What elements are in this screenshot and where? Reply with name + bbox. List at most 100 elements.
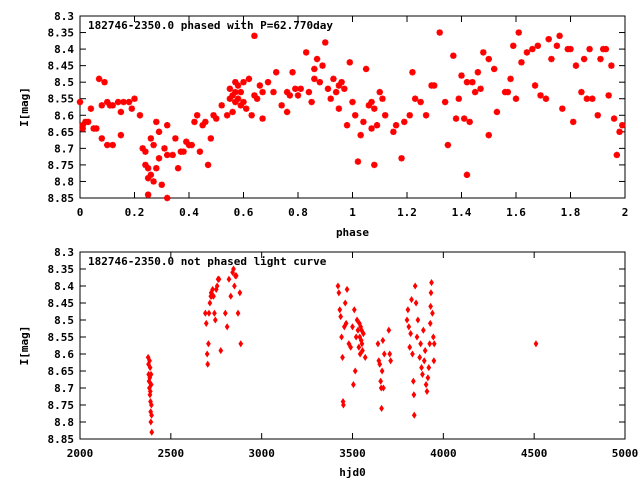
data-point — [283, 88, 291, 96]
data-point — [204, 350, 210, 358]
data-point — [404, 316, 410, 324]
data-point — [308, 98, 315, 106]
data-point — [191, 118, 198, 126]
data-point — [518, 59, 525, 66]
data-point — [413, 299, 419, 307]
data-point — [224, 323, 230, 331]
y-tick-label: 8.55 — [48, 331, 75, 344]
y-tick-label: 8.75 — [48, 399, 75, 412]
data-point — [327, 95, 334, 102]
y-tick-label: 8.6 — [54, 109, 74, 122]
data-point — [377, 360, 383, 368]
data-point — [174, 165, 182, 172]
data-point — [354, 316, 360, 324]
data-point — [352, 112, 359, 119]
data-point — [368, 98, 375, 106]
data-point — [164, 122, 171, 129]
x-tick-label: 4500 — [521, 447, 548, 460]
data-point — [337, 306, 343, 314]
data-point — [533, 340, 539, 348]
data-point — [98, 135, 105, 142]
data-point — [469, 78, 476, 86]
data-point — [87, 105, 95, 112]
y-tick-label: 8.4 — [54, 43, 74, 56]
data-point — [463, 78, 471, 86]
data-point — [305, 88, 313, 96]
data-point — [466, 118, 473, 126]
data-point — [408, 330, 413, 338]
data-point — [354, 158, 362, 165]
data-point — [229, 92, 236, 99]
data-point — [101, 78, 108, 86]
data-point — [360, 118, 367, 126]
data-point — [232, 88, 239, 96]
data-point — [381, 384, 386, 392]
data-point — [427, 340, 433, 348]
data-point — [136, 112, 144, 119]
data-point — [76, 98, 84, 106]
data-point — [398, 155, 405, 162]
data-point — [410, 377, 416, 385]
data-point — [259, 88, 266, 96]
data-point — [147, 135, 155, 142]
data-point — [204, 161, 212, 169]
data-point — [360, 347, 365, 355]
data-point — [144, 191, 152, 198]
data-point — [203, 319, 209, 327]
x-tick-label: 2000 — [67, 447, 94, 460]
data-point — [155, 155, 163, 162]
data-point — [316, 78, 323, 86]
data-point — [461, 115, 468, 122]
data-point — [223, 112, 231, 119]
data-point — [104, 141, 111, 149]
data-point — [430, 309, 435, 317]
data-point — [150, 178, 157, 185]
data-point — [375, 340, 381, 348]
data-point — [608, 62, 615, 69]
data-point — [351, 381, 356, 389]
data-point — [289, 69, 296, 76]
x-tick-label: 3000 — [248, 447, 275, 460]
data-point — [142, 161, 149, 169]
data-point — [349, 98, 356, 106]
data-point — [534, 42, 541, 49]
y-axis-label: I[mag] — [18, 87, 31, 127]
data-point — [149, 401, 154, 409]
data-point — [515, 29, 522, 36]
data-point — [386, 326, 392, 334]
data-point — [412, 282, 418, 290]
data-point — [368, 125, 375, 132]
data-point — [356, 343, 362, 351]
data-point — [109, 141, 116, 149]
data-point — [463, 171, 471, 179]
data-point — [238, 340, 244, 348]
data-point — [264, 78, 272, 86]
data-point — [371, 161, 378, 169]
data-point — [144, 174, 152, 182]
y-tick-label: 8.3 — [54, 10, 74, 23]
data-point — [164, 151, 171, 159]
data-point — [380, 336, 386, 344]
data-point — [292, 85, 299, 92]
data-point — [210, 112, 217, 119]
data-point — [586, 45, 593, 53]
data-point — [311, 65, 318, 73]
data-point — [114, 98, 122, 106]
data-point — [158, 181, 165, 188]
data-point — [382, 112, 389, 119]
y-tick-label: 8.6 — [54, 348, 74, 361]
data-point — [222, 309, 228, 317]
plot-frame — [79, 15, 626, 199]
data-point — [340, 353, 345, 361]
data-point — [420, 326, 426, 334]
data-point — [164, 194, 171, 202]
data-point — [477, 85, 484, 92]
x-tick-label: 1.2 — [397, 206, 417, 219]
x-axis-label: phase — [336, 226, 369, 239]
data-point — [240, 78, 247, 86]
data-point — [430, 333, 436, 341]
data-point — [410, 350, 415, 358]
data-point — [379, 95, 386, 102]
y-tick-label: 8.35 — [48, 27, 75, 40]
data-point — [148, 381, 154, 389]
